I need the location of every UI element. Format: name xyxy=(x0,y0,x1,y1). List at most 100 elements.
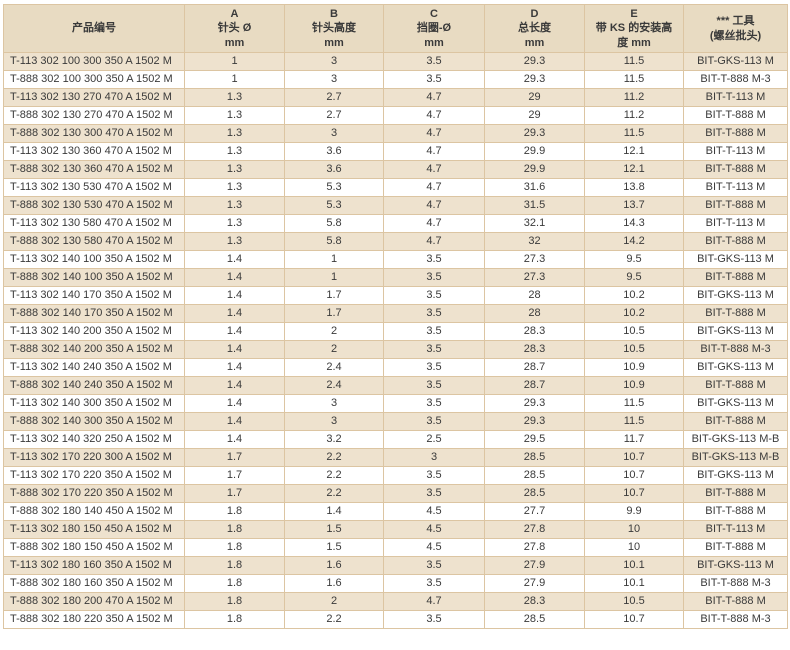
cell-d: 28.3 xyxy=(484,340,585,359)
table-row: T-113 302 170 220 350 A 1502 M 1.7 2.2 3.5 2… xyxy=(3,466,788,485)
table-row: T-888 302 180 140 450 A 1502 M 1.8 1.4 4.5 2… xyxy=(3,502,788,521)
table-body: T-113 302 100 300 350 A 1502 M 1 3 3.5 29.3 1… xyxy=(3,52,788,629)
cell-e: 10.5 xyxy=(584,592,684,611)
cell-a: 1.4 xyxy=(184,322,285,341)
cell-tool: BIT-T-888 M xyxy=(683,412,788,431)
cell-tool: BIT-T-888 M-3 xyxy=(683,70,788,89)
cell-tool: BIT-T-113 M xyxy=(683,178,788,197)
cell-c: 3.5 xyxy=(383,268,485,287)
cell-d: 29.9 xyxy=(484,142,585,161)
cell-e: 9.9 xyxy=(584,502,684,521)
cell-e: 10.1 xyxy=(584,556,684,575)
cell-product: T-888 302 170 220 350 A 1502 M xyxy=(3,484,185,503)
spec-table-container: 产品编号 A 针头 Ø mm B 针头高度 mm C 挡圈-Ø mm D 总长度 mm E… xyxy=(3,4,788,629)
cell-a: 1.3 xyxy=(184,124,285,143)
cell-d: 28.3 xyxy=(484,592,585,611)
table-row: T-888 302 140 100 350 A 1502 M 1.4 1 3.5 27.… xyxy=(3,268,788,287)
table-row: T-113 302 140 240 350 A 1502 M 1.4 2.4 3.5 2… xyxy=(3,358,788,377)
cell-product: T-888 302 130 580 470 A 1502 M xyxy=(3,232,185,251)
cell-a: 1.8 xyxy=(184,574,285,593)
cell-tool: BIT-T-888 M xyxy=(683,232,788,251)
table-row: T-113 302 100 300 350 A 1502 M 1 3 3.5 29.3 1… xyxy=(3,52,788,71)
cell-e: 13.7 xyxy=(584,196,684,215)
cell-c: 4.5 xyxy=(383,520,485,539)
cell-c: 4.7 xyxy=(383,592,485,611)
cell-d: 32 xyxy=(484,232,585,251)
cell-product: T-113 302 140 240 350 A 1502 M xyxy=(3,358,185,377)
column-header-c: C 挡圈-Ø mm xyxy=(383,4,485,53)
cell-product: T-113 302 180 150 450 A 1502 M xyxy=(3,520,185,539)
cell-tool: BIT-T-888 M xyxy=(683,160,788,179)
cell-c: 3.5 xyxy=(383,376,485,395)
cell-c: 3.5 xyxy=(383,286,485,305)
cell-c: 3.5 xyxy=(383,466,485,485)
table-row: T-113 302 140 170 350 A 1502 M 1.4 1.7 3.5 2… xyxy=(3,286,788,305)
cell-tool: BIT-T-888 M xyxy=(683,502,788,521)
cell-tool: BIT-T-888 M xyxy=(683,106,788,125)
cell-d: 27.9 xyxy=(484,556,585,575)
table-row: T-113 302 130 580 470 A 1502 M 1.3 5.8 4.7 3… xyxy=(3,214,788,233)
cell-d: 32.1 xyxy=(484,214,585,233)
cell-c: 3.5 xyxy=(383,52,485,71)
cell-a: 1.3 xyxy=(184,142,285,161)
cell-tool: BIT-GKS-113 M xyxy=(683,394,788,413)
cell-e: 10 xyxy=(584,538,684,557)
cell-c: 3.5 xyxy=(383,340,485,359)
cell-a: 1.4 xyxy=(184,268,285,287)
cell-e: 11.5 xyxy=(584,52,684,71)
cell-tool: BIT-T-888 M xyxy=(683,124,788,143)
cell-d: 29.9 xyxy=(484,160,585,179)
cell-tool: BIT-T-888 M xyxy=(683,268,788,287)
cell-a: 1.4 xyxy=(184,358,285,377)
cell-c: 4.7 xyxy=(383,106,485,125)
cell-e: 10.7 xyxy=(584,448,684,467)
cell-d: 27.3 xyxy=(484,250,585,269)
cell-tool: BIT-GKS-113 M xyxy=(683,52,788,71)
cell-b: 2 xyxy=(284,592,384,611)
column-header-e: E 带 KS 的安装高 度 mm xyxy=(584,4,684,53)
table-row: T-888 302 180 150 450 A 1502 M 1.8 1.5 4.5 2… xyxy=(3,538,788,557)
cell-b: 1.6 xyxy=(284,556,384,575)
cell-d: 29.3 xyxy=(484,52,585,71)
cell-a: 1.8 xyxy=(184,538,285,557)
cell-a: 1.4 xyxy=(184,286,285,305)
cell-b: 1.7 xyxy=(284,304,384,323)
cell-tool: BIT-GKS-113 M xyxy=(683,358,788,377)
cell-a: 1.8 xyxy=(184,520,285,539)
cell-d: 31.5 xyxy=(484,196,585,215)
cell-c: 3.5 xyxy=(383,70,485,89)
cell-c: 2.5 xyxy=(383,430,485,449)
cell-c: 3.5 xyxy=(383,484,485,503)
cell-tool: BIT-T-888 M-3 xyxy=(683,574,788,593)
cell-b: 1.5 xyxy=(284,538,384,557)
cell-c: 3.5 xyxy=(383,394,485,413)
table-row: T-888 302 180 160 350 A 1502 M 1.8 1.6 3.5 2… xyxy=(3,574,788,593)
cell-d: 29.3 xyxy=(484,70,585,89)
cell-e: 10.5 xyxy=(584,340,684,359)
cell-c: 3.5 xyxy=(383,556,485,575)
cell-tool: BIT-GKS-113 M-B xyxy=(683,430,788,449)
cell-b: 1.5 xyxy=(284,520,384,539)
cell-product: T-888 302 140 170 350 A 1502 M xyxy=(3,304,185,323)
cell-c: 4.7 xyxy=(383,178,485,197)
cell-c: 4.7 xyxy=(383,196,485,215)
column-header-product: 产品编号 xyxy=(3,4,185,53)
cell-product: T-888 302 180 140 450 A 1502 M xyxy=(3,502,185,521)
cell-tool: BIT-GKS-113 M xyxy=(683,466,788,485)
cell-d: 29 xyxy=(484,88,585,107)
cell-product: T-888 302 130 530 470 A 1502 M xyxy=(3,196,185,215)
cell-c: 3.5 xyxy=(383,322,485,341)
cell-e: 11.5 xyxy=(584,394,684,413)
cell-e: 14.3 xyxy=(584,214,684,233)
cell-tool: BIT-GKS-113 M xyxy=(683,556,788,575)
cell-b: 2.4 xyxy=(284,376,384,395)
cell-a: 1.4 xyxy=(184,394,285,413)
cell-a: 1.4 xyxy=(184,376,285,395)
cell-b: 3 xyxy=(284,412,384,431)
cell-d: 31.6 xyxy=(484,178,585,197)
cell-c: 4.7 xyxy=(383,142,485,161)
cell-d: 28.3 xyxy=(484,322,585,341)
cell-e: 10.7 xyxy=(584,466,684,485)
cell-tool: BIT-GKS-113 M-B xyxy=(683,448,788,467)
cell-a: 1.3 xyxy=(184,88,285,107)
